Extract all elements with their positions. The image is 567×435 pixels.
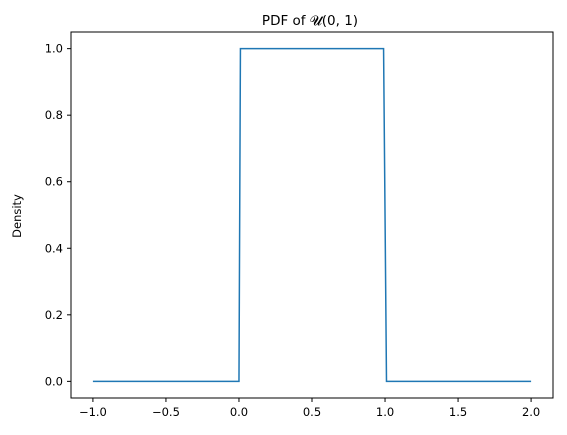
y-tick-label: 0.2: [45, 308, 63, 322]
x-tick-label: −1.0: [79, 405, 107, 419]
x-tick-label: 1.0: [376, 405, 394, 419]
y-tick-label: 1.0: [45, 42, 63, 56]
x-tick-label: −0.5: [152, 405, 180, 419]
chart-title: PDF of 𝓤(0, 1): [262, 13, 358, 29]
plot-area: [92, 47, 532, 383]
x-tick-label: 0.0: [230, 405, 248, 419]
series-line-0: [92, 47, 532, 383]
y-tick-label: 0.4: [45, 241, 63, 255]
plot-frame: [70, 31, 554, 399]
y-tick-label: 0.6: [45, 175, 63, 189]
y-tick-label: 0.8: [45, 108, 63, 122]
y-tick-label: 0.0: [45, 374, 63, 388]
x-tick-label: 2.0: [522, 405, 540, 419]
x-tick-label: 0.5: [303, 405, 321, 419]
x-tick-label: 1.5: [449, 405, 467, 419]
y-axis-label: Density: [10, 194, 24, 238]
